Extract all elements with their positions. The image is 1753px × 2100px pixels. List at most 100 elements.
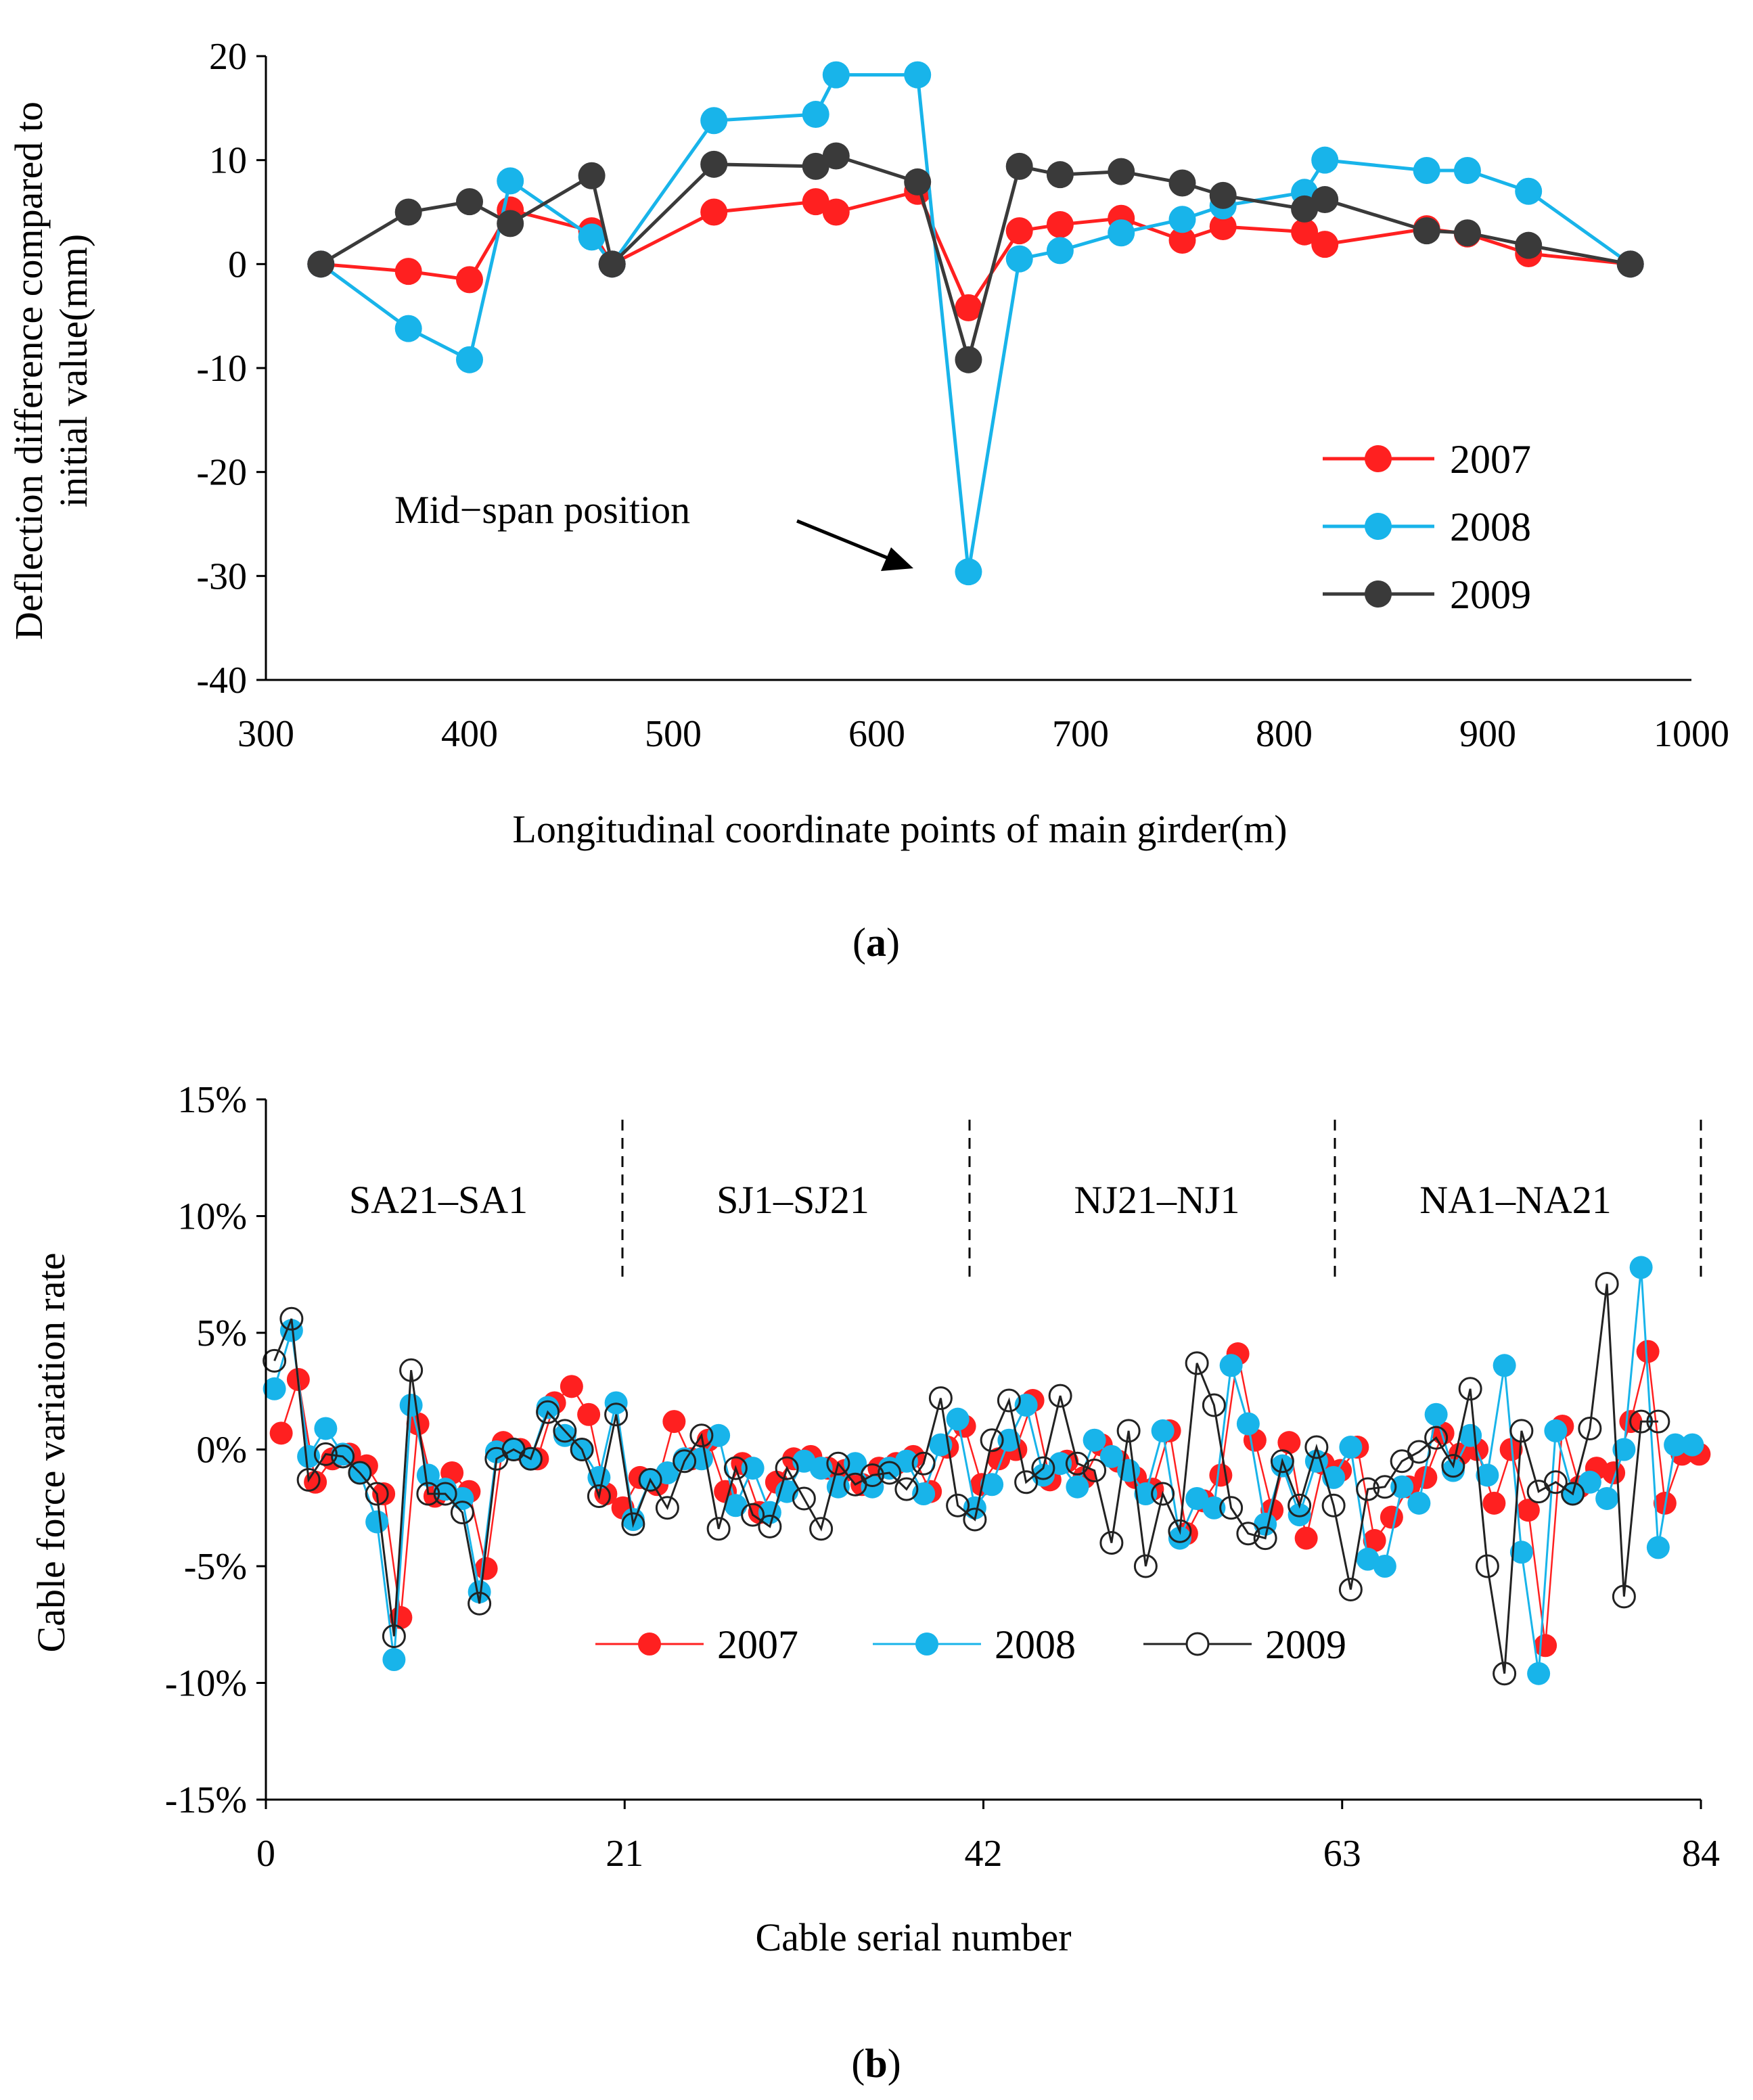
chart-b-point-2009 [1219,1496,1244,1520]
chart-b-point-2007 [1277,1431,1301,1455]
chart-b-point-2009 [1168,1519,1192,1543]
legend-label: 2009 [1450,572,1531,617]
chart-a-line-2009 [319,154,1631,367]
chart-a-point-2007 [394,258,422,286]
chart-b-point-2009 [878,1461,902,1485]
chart-b-point-2009 [1288,1493,1312,1517]
chart-b-x-tick-label: 0 [256,1833,275,1875]
chart-a-point-2009 [1108,158,1135,185]
chart-a-series-2009 [307,142,1644,373]
chart-b-point-2009 [1031,1456,1055,1480]
chart-b-y-axis-title: Cable force variation rate [29,1253,73,1653]
chart-b-point-2008 [1578,1470,1601,1494]
chart-b-point-2009 [1338,1578,1363,1601]
chart-a-point-2009 [1291,195,1319,223]
chart-a-y-tick-label: -30 [196,555,247,597]
chart-a-y-axis-title-line1: Deflection difference compared to [7,101,51,640]
chart-a-legend: 2007 2008 2009 [1323,437,1531,617]
legend-label: 2007 [717,1622,798,1667]
chart-b-point-2008 [1509,1540,1533,1564]
chart-b-group-label: SA21–SA1 [349,1178,528,1222]
chart-b-point-2009 [553,1419,577,1443]
chart-a-point-2007 [456,266,483,294]
chart-b-point-2009 [758,1514,782,1538]
chart-b-point-2008 [1407,1491,1431,1515]
chart-b-point-2007 [1602,1461,1626,1484]
chart-b-point-2009 [587,1484,611,1508]
chart-a-point-2008 [1515,177,1543,205]
chart-a-point-2007 [700,198,728,226]
chart-b-point-2009 [1356,1477,1380,1501]
chart-b-point-2009 [655,1496,679,1520]
chart-b-point-2009 [331,1444,355,1469]
chart-a-point-2009 [598,250,626,278]
chart-b-x-tick-label: 21 [606,1833,643,1875]
chart-b-x-axis-title: Cable serial number [755,1915,1071,1959]
chart-b-point-2009 [1424,1425,1449,1450]
chart-b-group-label: SJ1–SJ21 [716,1178,869,1222]
chart-b-point-2009 [279,1306,304,1331]
chart-b-point-2007 [269,1421,293,1445]
chart-b-point-2008 [416,1463,440,1487]
chart-a-point-2008 [1168,206,1196,233]
chart-a-point-2009 [1005,152,1033,180]
legend-item-2007: 2007 [1323,437,1531,482]
chart-b-point-2009 [860,1463,884,1487]
chart-b-y-tick-label: 15% [177,1079,247,1121]
chart-a-point-2008 [456,346,483,373]
chart-b-point-2008 [365,1510,389,1534]
chart-b-y-tick-label: 0% [196,1430,247,1471]
annotation-arrow-head [881,547,913,571]
chart-b-point-2008 [263,1377,286,1400]
chart-a-point-2008 [1046,237,1074,265]
chart-b-point-2009 [263,1348,287,1373]
chart-b-point-2009 [826,1451,850,1476]
chart-b-point-2008 [844,1452,867,1476]
chart-b-point-2008 [1134,1482,1158,1506]
chart-b-point-2009 [1099,1531,1124,1555]
chart-a-point-2007 [1168,226,1196,254]
chart-b-point-2008 [1202,1496,1226,1520]
legend-item-2008: 2008 [873,1622,1076,1667]
chart-b-point-2008 [946,1407,970,1431]
chart-b-point-2008 [1099,1444,1123,1468]
chart-a-point-2009 [1209,181,1237,209]
chart-a-point-2007 [1291,218,1319,246]
chart-b-point-2009 [570,1438,594,1461]
chart-a-point-2009 [700,150,728,178]
chart-b-point-2008 [741,1457,765,1480]
chart-b-point-2009 [741,1503,765,1527]
chart-b-point-2009 [1133,1554,1158,1578]
chart-b-point-2009 [433,1482,457,1506]
chart-a-x-tick-label: 400 [441,713,498,755]
chart-b-point-2008 [1476,1463,1499,1487]
chart-a-point-2009 [456,188,483,216]
chart-b-point-2009 [928,1386,953,1411]
chart-b-point-2009 [673,1449,697,1474]
chart-b-point-2007 [1636,1340,1660,1363]
chart-a-annotation-arrow [796,519,913,571]
chart-a-point-2009 [578,162,606,189]
chart-b-point-2009 [638,1467,662,1492]
chart-b-point-2007 [304,1470,327,1494]
chart-b-y-tick-label: -5% [184,1546,247,1588]
chart-a-point-2009 [802,152,829,180]
chart-b-x-tick-label: 63 [1323,1833,1361,1875]
chart-b-group-labels: SA21–SA1 SJ1–SJ21 NJ21–NJ1 NA1–NA21 [349,1178,1612,1222]
chart-b-point-2009 [980,1428,1004,1453]
chart-b-y-tick-label: 5% [196,1312,247,1354]
chart-b-point-2009 [1185,1351,1209,1375]
chart-b-point-2009 [1083,1459,1107,1483]
chart-a-point-2009 [307,250,335,278]
chart-b-point-2008 [536,1396,560,1419]
chart-b-y-tick-label: -10% [165,1663,247,1705]
chart-b-point-2008 [1288,1503,1311,1527]
chart-b-point-2009 [1202,1393,1226,1417]
chart-a-point-2008 [1108,219,1135,247]
chart-b-point-2009 [1543,1470,1568,1494]
chart-b-point-2008 [1066,1475,1089,1499]
chart-a-point-2008 [955,558,982,586]
chart-b-point-2008 [724,1494,748,1517]
legend-marker [1365,513,1392,540]
chart-b-point-2009 [1646,1409,1670,1434]
